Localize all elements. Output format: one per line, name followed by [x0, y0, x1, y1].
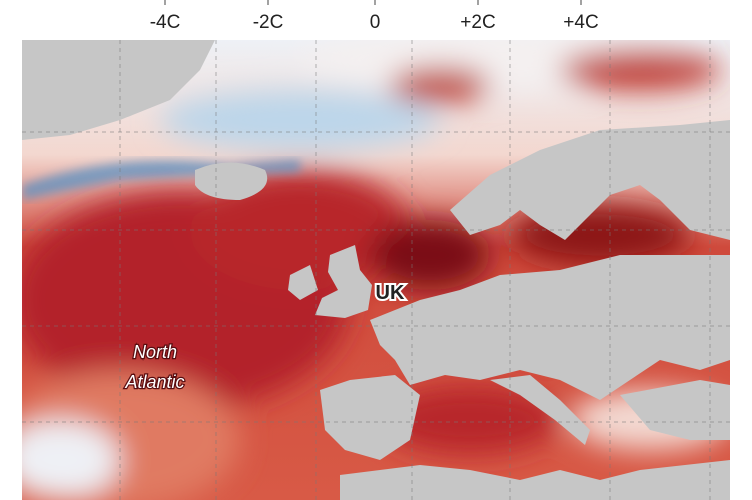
- sea-label: Atlantic: [124, 372, 184, 392]
- legend-tick-label: 0: [370, 12, 381, 33]
- land: [22, 40, 730, 500]
- legend-tick-label: -4C: [150, 12, 181, 33]
- map: [22, 40, 730, 500]
- sea-label: North: [133, 342, 177, 362]
- grid: [22, 40, 730, 500]
- legend-labels: -4C -2C 0 +2C +4C: [150, 12, 599, 33]
- uk-label: UK: [376, 282, 405, 304]
- legend-ticks: [164, 0, 582, 5]
- legend-tick-label: +2C: [460, 12, 495, 33]
- legend-tick-label: +4C: [563, 12, 598, 33]
- legend-tick-label: -2C: [253, 12, 284, 33]
